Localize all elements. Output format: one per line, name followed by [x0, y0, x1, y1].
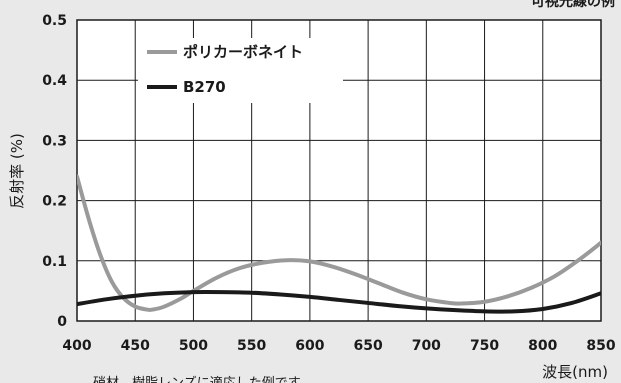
legend-box — [138, 38, 343, 103]
x-tick-label-0: 400 — [62, 338, 91, 354]
legend: ポリカーボネイト B270 — [138, 38, 343, 103]
y-tick-label-5: 0.5 — [42, 13, 67, 29]
series-line-b270 — [77, 289, 601, 314]
header-text: 可視光線の例 — [531, 0, 615, 10]
grid — [76, 19, 602, 322]
x-axis-label: 波長(nm) — [542, 363, 608, 381]
x-tick-label-9: 850 — [586, 338, 615, 354]
y-tick-label-2: 0.2 — [42, 194, 67, 210]
y-tick-label-4: 0.4 — [42, 73, 67, 89]
y-tick-label-0: 0 — [57, 314, 67, 330]
legend-label-polycarbonate: ポリカーボネイト — [183, 43, 303, 61]
y-tick-label-3: 0.3 — [42, 133, 67, 149]
x-tick-label-3: 550 — [237, 338, 266, 354]
series-layer — [77, 174, 601, 314]
x-tick-label-2: 500 — [179, 338, 208, 354]
y-tick-label-1: 0.1 — [42, 254, 67, 270]
y-axis-label: 反射率 (%) — [8, 133, 26, 209]
series-line-polycarbonate — [77, 174, 601, 312]
y-tick-labels: 0 0.1 0.2 0.3 0.4 0.5 — [42, 13, 67, 330]
x-tick-label-4: 600 — [295, 338, 324, 354]
footnote: 硝材、樹脂レンズに適応した例です。 — [93, 375, 312, 383]
x-tick-label-6: 700 — [412, 338, 441, 354]
x-tick-label-7: 750 — [470, 338, 499, 354]
x-tick-label-8: 800 — [528, 338, 557, 354]
x-tick-labels: 400 450 500 550 600 650 700 750 800 850 — [62, 338, 615, 354]
x-tick-label-5: 650 — [353, 338, 382, 354]
x-tick-label-1: 450 — [121, 338, 150, 354]
legend-label-b270: B270 — [183, 78, 226, 96]
